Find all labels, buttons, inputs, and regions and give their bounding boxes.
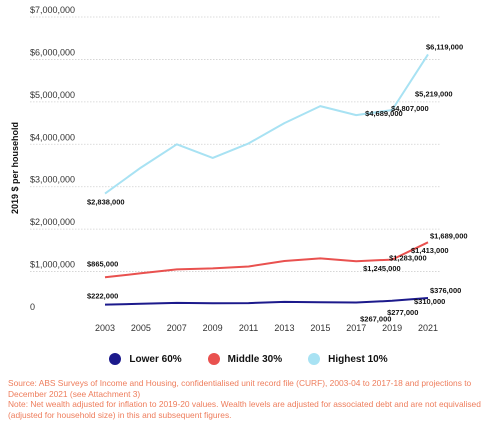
data-label: $1,689,000 <box>430 231 468 240</box>
x-tick-label: 2021 <box>418 323 438 333</box>
x-tick-label: 2005 <box>131 323 151 333</box>
y-tick-label: $1,000,000 <box>30 260 75 270</box>
gridlines <box>30 16 440 272</box>
data-label: $267,000 <box>360 315 391 324</box>
legend-marker-lower <box>109 353 122 365</box>
legend-item-highest: Highest 10% <box>308 353 388 365</box>
x-tick-label: 2009 <box>203 323 223 333</box>
y-tick-label: $2,000,000 <box>30 217 75 227</box>
x-tick-label: 2007 <box>167 323 187 333</box>
x-tick-label: 2015 <box>310 323 330 333</box>
y-tick-label: $6,000,000 <box>30 47 75 57</box>
source-note: Source: ABS Surveys of Income and Housin… <box>8 378 472 399</box>
y-tick-label: $4,000,000 <box>30 132 75 142</box>
x-tick-label: 2003 <box>95 323 115 333</box>
data-label: $376,000 <box>430 286 461 295</box>
x-tick-label: 2011 <box>239 323 258 333</box>
data-label: $1,245,000 <box>363 264 401 273</box>
legend-label-lower: Lower 60% <box>129 353 182 365</box>
legend-marker-middle <box>207 353 220 365</box>
data-label: $6,119,000 <box>426 42 463 51</box>
data-label: $4,807,000 <box>391 104 429 113</box>
y-axis-ticks: 0 $1,000,000 $2,000,000 $3,000,000 $4,000,00… <box>30 5 75 312</box>
x-tick-label: 2017 <box>346 323 366 333</box>
legend-label-middle: Middle 30% <box>227 353 283 365</box>
x-tick-label: 2019 <box>382 323 402 333</box>
wealth-line-chart: 0 $1,000,000 $2,000,000 $3,000,000 $4,000,00… <box>10 5 468 333</box>
data-labels: $6,119,000 $5,219,000 $4,807,000$4,689,000… <box>87 42 468 323</box>
series-line <box>104 53 429 195</box>
legend-item-lower: Lower 60% <box>109 353 182 365</box>
legend-label-highest: Highest 10% <box>328 353 388 365</box>
data-label: $222,000 <box>87 292 118 301</box>
footnote: Source: ABS Surveys of Income and Housin… <box>8 378 492 420</box>
data-label: $1,413,000 <box>411 246 449 255</box>
y-tick-label: $5,000,000 <box>30 90 75 100</box>
adjustment-note: Note: Net wealth adjusted for inflation … <box>8 399 481 420</box>
x-tick-label: 2013 <box>274 323 294 333</box>
y-tick-label: $7,000,000 <box>30 5 75 15</box>
data-label: $277,000 <box>387 308 418 317</box>
series-lines <box>104 53 429 306</box>
y-tick-label: 0 <box>30 302 35 312</box>
data-label: $1,283,000 <box>389 254 427 263</box>
series-line <box>104 241 429 279</box>
x-axis-ticks: 2003 2005 2007 2009 2011 2013 2015 2017 2019 2021 <box>95 323 438 333</box>
data-label: $2,838,000 <box>87 198 125 207</box>
series-line <box>104 297 429 306</box>
data-label: $4,689,000 <box>365 109 403 118</box>
legend-marker-highest <box>308 353 321 365</box>
y-tick-label: $3,000,000 <box>30 175 75 185</box>
y-axis-label: 2019 $ per household <box>10 122 20 214</box>
data-label: $5,219,000 <box>415 90 453 99</box>
data-label: $865,000 <box>87 259 118 268</box>
legend-item-middle: Middle 30% <box>207 353 283 365</box>
data-label: $310,000 <box>414 297 445 306</box>
legend: Lower 60% Middle 30% Highest 10% <box>0 353 497 365</box>
